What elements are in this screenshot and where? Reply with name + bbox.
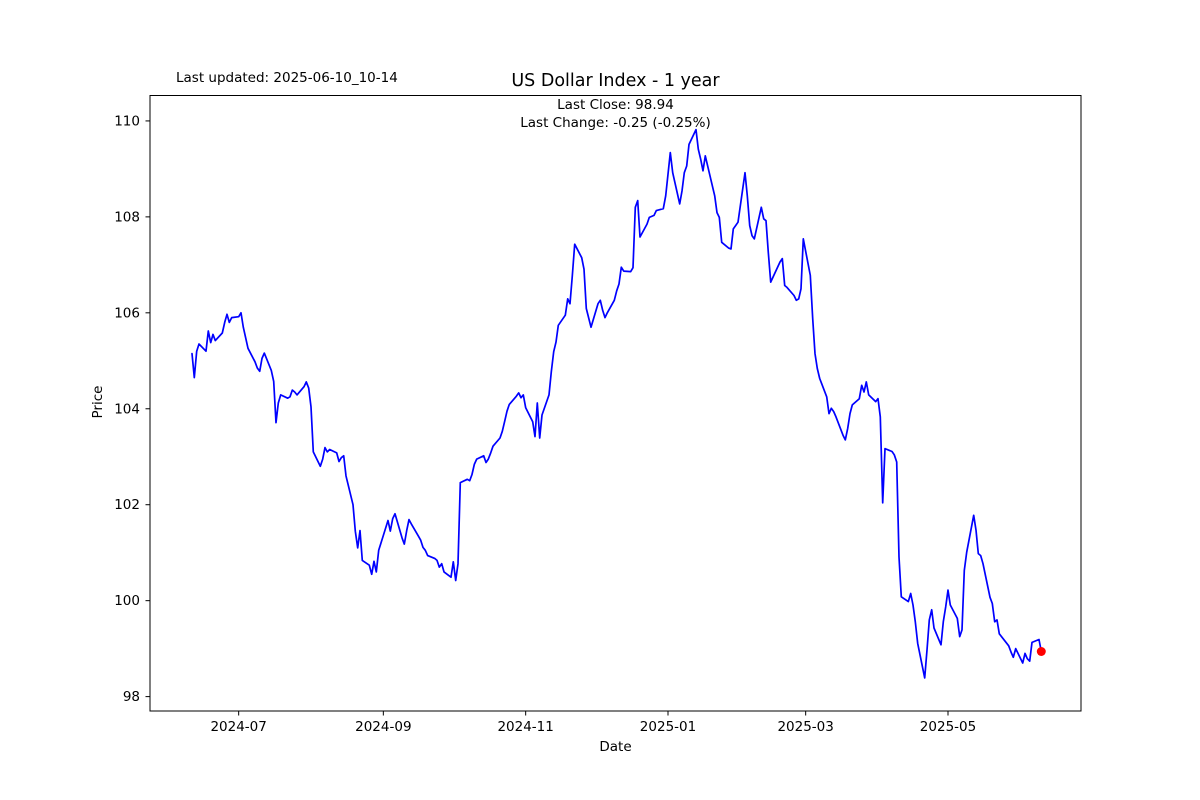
- y-tick-label: 108: [114, 209, 140, 225]
- x-tick-label: 2025-01: [640, 719, 696, 735]
- x-tick-label: 2025-05: [920, 719, 976, 735]
- y-tick-label: 100: [114, 593, 140, 609]
- plot-border: [149, 95, 1082, 712]
- y-tick-label: 102: [114, 497, 140, 513]
- annotation-last-close: Last Close: 98.94: [557, 97, 674, 113]
- y-tick-label: 110: [114, 113, 140, 129]
- y-axis-label: Price: [90, 385, 106, 419]
- chart-title: US Dollar Index - 1 year: [511, 71, 720, 91]
- y-tick-label: 98: [123, 689, 140, 705]
- y-tick-label: 106: [114, 305, 140, 321]
- x-axis-label: Date: [599, 739, 632, 755]
- price-line: [191, 128, 1043, 679]
- annotation-last-change: Last Change: -0.25 (-0.25%): [520, 115, 711, 131]
- x-tick-label: 2025-03: [777, 719, 833, 735]
- y-tick-label: 104: [114, 401, 140, 417]
- last-updated-note: Last updated: 2025-06-10_10-14: [176, 70, 398, 86]
- x-tick-label: 2024-09: [355, 719, 411, 735]
- x-tick-label: 2024-07: [210, 719, 266, 735]
- last-close-marker: [1036, 647, 1046, 656]
- x-tick-label: 2024-11: [497, 719, 553, 735]
